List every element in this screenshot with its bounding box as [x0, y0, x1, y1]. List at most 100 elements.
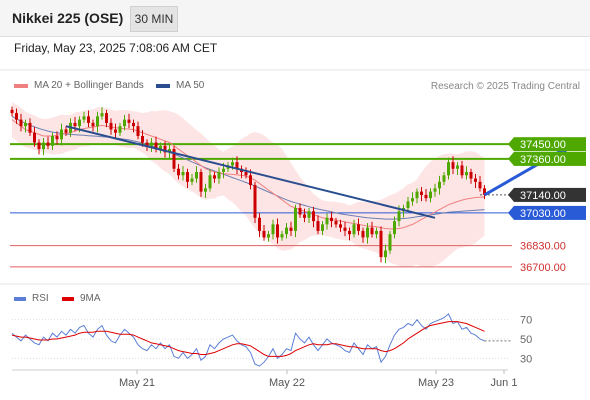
candle-body [285, 227, 288, 235]
candle-body [379, 230, 383, 258]
legend-rsi-label: RSI [32, 293, 49, 304]
candle-body [28, 122, 32, 133]
header-bar: Nikkei 225 (OSE) 30 MIN [0, 0, 590, 37]
candle-body [55, 136, 59, 140]
candle-body [190, 178, 194, 182]
candle-body [199, 172, 203, 192]
candle-body [411, 198, 414, 202]
candle-body [15, 113, 18, 120]
x-axis-label: Jun 1 [491, 377, 518, 389]
candle-body [388, 234, 392, 251]
candle-body [316, 221, 320, 231]
candle-body [460, 165, 464, 176]
legend-ma50-label: MA 50 [176, 80, 205, 91]
candle-body [127, 119, 131, 123]
candle-body [294, 208, 297, 231]
candle-body [51, 136, 54, 146]
legend-ma50-swatch [156, 83, 170, 88]
candle-body [150, 142, 153, 146]
candle-body [136, 126, 140, 136]
legend-ma20: MA 20 + Bollinger Bands [14, 80, 144, 91]
candle-body [114, 129, 117, 133]
price-tag-text: 37030.00 [520, 208, 566, 220]
x-axis-label: May 23 [418, 377, 454, 389]
timeframe-button[interactable]: 30 MIN [130, 6, 178, 32]
rsi-line [11, 313, 485, 367]
candle-body [483, 188, 486, 195]
candle-body [37, 142, 41, 150]
price-tag-pointer [508, 205, 514, 220]
price-tag-text: 37360.00 [520, 154, 566, 166]
x-axis-label: May 21 [119, 377, 155, 389]
candle-body [235, 162, 239, 169]
candle-body [145, 142, 149, 146]
candle-body [330, 217, 333, 222]
price-level-label: 37030.00 [508, 205, 586, 220]
price-level-label: 36700.00 [520, 262, 566, 274]
candle-body [262, 230, 266, 238]
candle-body [141, 136, 144, 143]
candle-body [384, 250, 387, 258]
candle-body [303, 214, 306, 218]
rsi-tick-label: 70 [520, 315, 532, 327]
candle-body [208, 175, 212, 189]
candle-body [447, 162, 450, 176]
price-tag-pivot [514, 205, 586, 220]
candle-body [280, 234, 284, 238]
candle-body [366, 227, 369, 238]
candle-body [370, 227, 374, 235]
candle-body [82, 116, 86, 120]
candle-body [10, 109, 14, 114]
candle-body [186, 172, 189, 182]
candle-body [73, 122, 77, 127]
candle-body [456, 165, 459, 169]
candle-body [105, 113, 108, 123]
price-level-label: 37140.00 [508, 187, 586, 202]
candle-body [33, 132, 36, 143]
candle-body [357, 224, 360, 231]
price-tag-text: 36700.00 [520, 262, 566, 274]
candle-body [118, 126, 122, 133]
candle-body [415, 191, 419, 199]
candle-body [60, 129, 63, 140]
candle-body [159, 145, 162, 150]
credit-text: Research © 2025 Trading Central [430, 81, 580, 92]
candle-body [271, 224, 275, 235]
candle-body [451, 162, 455, 169]
price-tag-pointer [508, 187, 514, 202]
timestamp-line: Friday, May 23, 2025 7:08:06 AM CET [14, 41, 218, 55]
ma50-line [11, 115, 485, 220]
candle-body [469, 172, 473, 179]
candle-body [96, 116, 99, 127]
candle-body [181, 172, 185, 176]
candle-body [258, 217, 261, 231]
candle-body [312, 211, 315, 222]
legend-ma20-label: MA 20 + Bollinger Bands [34, 80, 144, 91]
candle-body [244, 172, 248, 176]
candle-body [393, 221, 396, 235]
candle-body [87, 116, 90, 123]
candle-body [123, 119, 126, 127]
price-tag-text: 36830.00 [520, 241, 566, 253]
ma20-line [11, 119, 485, 230]
rsi-9ma-line [11, 321, 485, 357]
candle-body [348, 230, 351, 235]
candle-body [339, 224, 342, 228]
legend-ma50: MA 50 [156, 80, 204, 91]
candle-body [132, 122, 135, 127]
candle-body [91, 122, 95, 127]
candle-body [109, 122, 113, 130]
candle-body [429, 191, 432, 199]
candle-body [307, 211, 311, 218]
candle-body [438, 181, 441, 189]
candle-body [420, 191, 423, 195]
candle-body [168, 149, 171, 153]
candle-body [276, 224, 279, 238]
candle-body [172, 149, 176, 169]
candle-body [253, 185, 257, 218]
candle-body [154, 142, 158, 150]
candle-body [195, 172, 198, 179]
candle-body [231, 162, 234, 166]
candle-body [217, 172, 221, 179]
candle-body [24, 122, 27, 127]
